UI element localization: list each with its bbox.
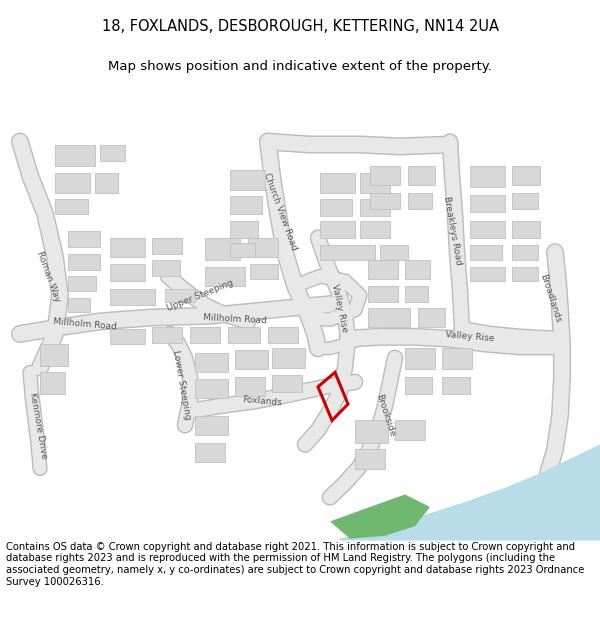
Polygon shape [68,298,90,312]
Text: Brookside: Brookside [374,393,396,438]
Polygon shape [195,442,225,462]
Polygon shape [152,260,180,276]
Polygon shape [152,238,182,254]
Polygon shape [272,348,305,368]
Polygon shape [195,416,228,435]
Polygon shape [470,221,505,238]
Polygon shape [110,238,145,257]
Text: Breakleys Road: Breakleys Road [442,196,463,266]
Polygon shape [55,173,90,192]
Polygon shape [370,166,400,185]
Text: Contains OS data © Crown copyright and database right 2021. This information is : Contains OS data © Crown copyright and d… [6,542,584,587]
Text: Church View Road: Church View Road [262,172,298,252]
Polygon shape [230,196,262,214]
Polygon shape [405,377,432,394]
Polygon shape [442,348,472,369]
Polygon shape [368,308,410,327]
Text: Roman Way: Roman Way [35,249,61,303]
Polygon shape [100,144,125,161]
Polygon shape [442,377,470,394]
Polygon shape [360,221,390,238]
Polygon shape [95,173,118,192]
Polygon shape [235,350,268,369]
Polygon shape [165,289,195,302]
Polygon shape [405,286,428,302]
Polygon shape [418,308,445,327]
Polygon shape [405,348,435,369]
Polygon shape [68,254,100,269]
Polygon shape [470,244,502,260]
Polygon shape [205,267,245,286]
Polygon shape [230,242,255,257]
Text: Lower Steeping: Lower Steeping [172,349,193,421]
Polygon shape [370,192,400,209]
Polygon shape [272,375,302,392]
Text: Foxlands: Foxlands [242,395,282,408]
Polygon shape [512,166,540,185]
Polygon shape [55,144,95,166]
Text: Broadlands: Broadlands [538,273,562,324]
Polygon shape [368,286,398,302]
Polygon shape [68,231,100,248]
Polygon shape [110,264,145,281]
Text: Millholm Road: Millholm Road [53,317,117,332]
Polygon shape [40,372,65,394]
Polygon shape [360,173,390,192]
Polygon shape [470,166,505,187]
Polygon shape [355,449,385,469]
Polygon shape [360,199,390,216]
Polygon shape [340,444,600,541]
Polygon shape [195,353,228,372]
Polygon shape [228,327,260,342]
Polygon shape [195,379,228,398]
Polygon shape [320,221,355,238]
Polygon shape [512,221,540,238]
Polygon shape [110,289,155,305]
Polygon shape [248,238,278,257]
Polygon shape [230,221,258,238]
Text: Upper Steeping: Upper Steeping [166,278,235,313]
Text: Millholm Road: Millholm Road [203,313,267,326]
Polygon shape [205,238,240,260]
Polygon shape [512,244,538,260]
Polygon shape [408,166,435,185]
Polygon shape [190,327,220,342]
Polygon shape [355,421,388,442]
Polygon shape [368,260,398,279]
Polygon shape [512,192,538,209]
Polygon shape [68,276,96,291]
Polygon shape [40,344,68,366]
Polygon shape [470,194,505,212]
Polygon shape [320,173,355,192]
Text: Kenmore Drive: Kenmore Drive [28,391,48,459]
Polygon shape [470,267,505,281]
Polygon shape [110,329,145,344]
Polygon shape [395,421,425,439]
Polygon shape [55,199,88,214]
Polygon shape [512,267,538,281]
Text: Map shows position and indicative extent of the property.: Map shows position and indicative extent… [108,60,492,73]
Polygon shape [235,377,265,396]
Text: Valley Rise: Valley Rise [445,330,495,343]
Polygon shape [230,171,265,190]
Polygon shape [268,327,298,342]
Text: 18, FOXLANDS, DESBOROUGH, KETTERING, NN14 2UA: 18, FOXLANDS, DESBOROUGH, KETTERING, NN1… [101,19,499,34]
Polygon shape [320,244,375,260]
Polygon shape [380,244,408,260]
Polygon shape [330,494,430,539]
Polygon shape [408,192,432,209]
Polygon shape [320,199,352,216]
Polygon shape [250,264,278,279]
Polygon shape [405,260,430,279]
Text: Valley Rise: Valley Rise [331,283,350,333]
Polygon shape [152,327,182,342]
